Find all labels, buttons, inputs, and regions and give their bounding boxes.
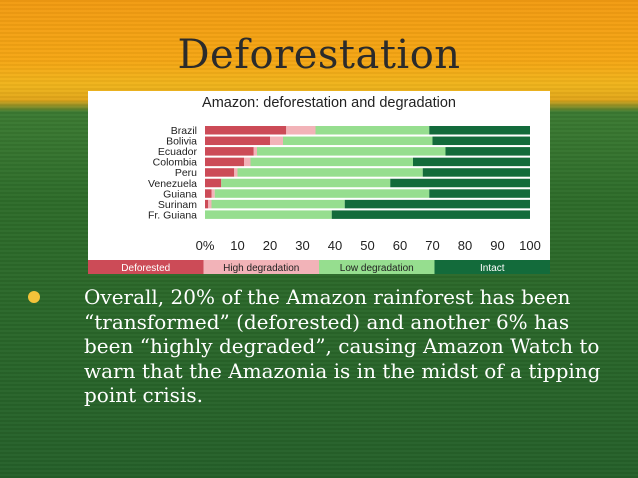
chart-title: Amazon: deforestation and degradation	[202, 95, 456, 111]
bar-segment	[234, 168, 238, 177]
bar-segment	[253, 147, 257, 156]
bar-segment	[205, 147, 254, 156]
category-label: Bolivia	[166, 136, 197, 148]
bar-segment	[422, 168, 530, 177]
bar-group	[205, 126, 530, 219]
category-label: Colombia	[153, 157, 198, 169]
x-tick-label: 90	[490, 238, 504, 253]
bar-segment	[283, 136, 433, 146]
legend-label: Deforested	[121, 263, 170, 274]
x-tick-label: 50	[360, 238, 374, 253]
chart: Amazon: deforestation and degradation Br…	[88, 91, 550, 274]
x-tick-label: 60	[393, 238, 407, 253]
category-label: Surinam	[158, 199, 197, 211]
legend-swatch	[319, 260, 435, 274]
bar-segment	[429, 126, 530, 135]
bar-segment	[205, 136, 270, 146]
bar-segment	[205, 168, 235, 177]
category-label: Ecuador	[158, 146, 198, 158]
bar-segment	[250, 157, 413, 167]
legend-label: Intact	[480, 263, 505, 274]
legend-label: High degradation	[223, 263, 299, 274]
legend: Deforested High degradation Low degradatio…	[88, 260, 550, 274]
x-tick-label: 80	[458, 238, 472, 253]
chart-svg: Amazon: deforestation and degradation Br…	[88, 95, 550, 274]
x-tick-label: 10	[230, 238, 244, 253]
bullet-dot-icon	[28, 291, 40, 303]
bar-segment	[413, 157, 530, 167]
bar-segment	[390, 178, 530, 188]
x-tick-label: 0%	[196, 238, 215, 253]
bar-segment	[205, 157, 244, 167]
x-tick-labels: 0% 10 20 30 40 50 60 70 80 90 100	[196, 238, 541, 253]
bar-segment	[205, 126, 287, 135]
bar-segment	[445, 147, 530, 156]
x-tick-label: 30	[295, 238, 309, 253]
category-label: Fr. Guiana	[148, 209, 197, 221]
bar-segment	[286, 126, 316, 135]
category-label: Guiana	[163, 188, 197, 200]
bar-segment	[211, 199, 345, 209]
bar-segment	[205, 178, 222, 188]
bar-segment	[257, 147, 446, 156]
bar-segment	[214, 189, 430, 198]
bar-segment	[244, 157, 251, 167]
x-tick-label: 40	[328, 238, 342, 253]
category-label: Brazil	[171, 125, 197, 137]
bullet-item: Overall, 20% of the Amazon rainforest ha…	[28, 285, 618, 408]
legend-label: Low degradation	[340, 263, 414, 274]
category-label: Peru	[175, 167, 197, 179]
x-tick-label: 100	[519, 238, 541, 253]
category-label: Venezuela	[148, 178, 197, 190]
bar-segment	[205, 210, 332, 219]
bar-segment	[432, 136, 530, 146]
bar-segment	[208, 199, 212, 209]
bar-segment	[429, 189, 530, 198]
bar-segment	[205, 199, 209, 209]
legend-swatch	[88, 260, 204, 274]
bar-segment	[221, 178, 391, 188]
bar-segment	[211, 189, 215, 198]
bar-segment	[205, 189, 212, 198]
bar-segment	[344, 199, 530, 209]
legend-swatch	[434, 260, 550, 274]
x-tick-label: 20	[263, 238, 277, 253]
bar-segment	[270, 136, 283, 146]
bar-segment	[331, 210, 530, 219]
bullet-text: Overall, 20% of the Amazon rainforest ha…	[84, 285, 601, 407]
bullet-list: Overall, 20% of the Amazon rainforest ha…	[28, 285, 618, 408]
slide-title: Deforestation	[177, 32, 461, 78]
x-tick-label: 70	[425, 238, 439, 253]
legend-swatch	[203, 260, 319, 274]
category-labels: BrazilBoliviaEcuadorColombiaPeruVenezuel…	[148, 125, 198, 221]
bar-segment	[237, 168, 423, 177]
bar-segment	[315, 126, 430, 135]
